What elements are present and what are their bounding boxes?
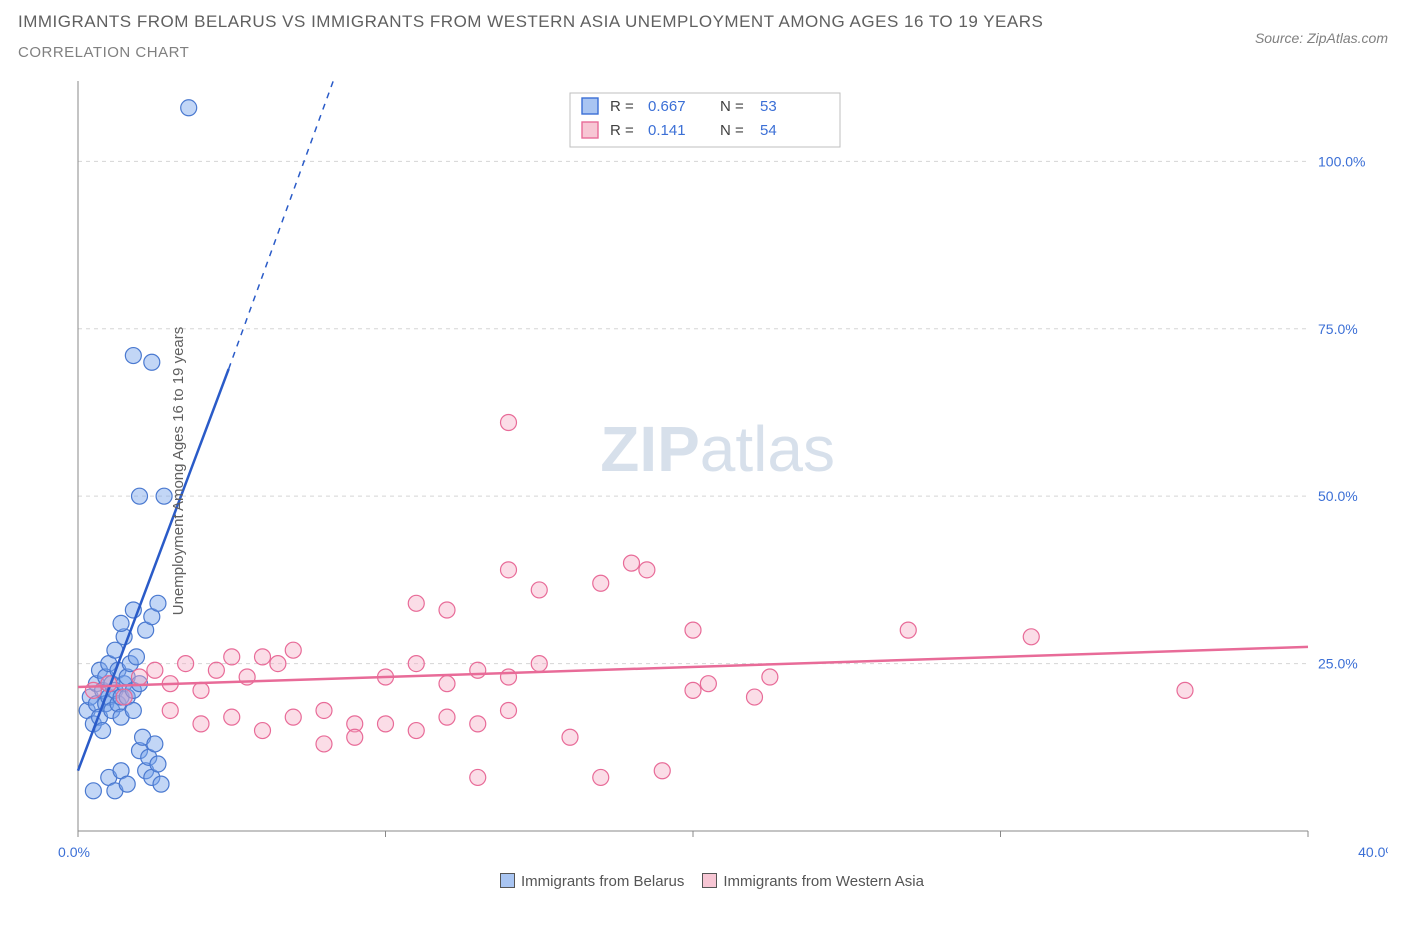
data-point (562, 729, 578, 745)
data-point (593, 769, 609, 785)
legend-swatch (582, 98, 598, 114)
data-point (439, 602, 455, 618)
data-point (285, 709, 301, 725)
source-label: Source: (1255, 30, 1303, 46)
data-point (181, 100, 197, 116)
legend-n-value: 54 (760, 122, 777, 139)
data-point (408, 595, 424, 611)
data-point (347, 729, 363, 745)
data-point (85, 783, 101, 799)
data-point (378, 716, 394, 732)
data-point (270, 656, 286, 672)
legend-r-label: R = (610, 98, 634, 115)
data-point (132, 488, 148, 504)
data-point (700, 676, 716, 692)
data-point (1023, 629, 1039, 645)
data-point (654, 763, 670, 779)
legend-r-value: 0.667 (648, 98, 686, 115)
title-block: IMMIGRANTS FROM BELARUS VS IMMIGRANTS FR… (18, 12, 1043, 61)
data-point (113, 615, 129, 631)
legend-series-label: Immigrants from Western Asia (723, 873, 924, 890)
data-point (531, 656, 547, 672)
legend-series-label: Immigrants from Belarus (521, 873, 684, 890)
legend-n-label: N = (720, 98, 744, 115)
data-point (116, 689, 132, 705)
legend-swatch (500, 873, 515, 888)
data-point (408, 723, 424, 739)
scatter-plot: 25.0% 50.0% 75.0% 100.0% 0.0% 40.0% ZIPatlas R … (18, 71, 1388, 871)
data-point (162, 702, 178, 718)
chart-container: Unemployment Among Ages 16 to 19 years 2… (18, 71, 1388, 871)
data-point (178, 656, 194, 672)
data-point (593, 575, 609, 591)
data-point (408, 656, 424, 672)
data-point (285, 642, 301, 658)
chart-title: IMMIGRANTS FROM BELARUS VS IMMIGRANTS FR… (18, 12, 1043, 32)
data-point (531, 582, 547, 598)
data-point (900, 622, 916, 638)
data-point (193, 716, 209, 732)
source-attribution: Source: ZipAtlas.com (1255, 30, 1388, 46)
x-tick-label: 40.0% (1358, 844, 1388, 860)
data-point (147, 736, 163, 752)
data-point (470, 662, 486, 678)
data-point (470, 716, 486, 732)
data-point (147, 662, 163, 678)
y-tick-label: 75.0% (1318, 321, 1358, 337)
data-point (639, 562, 655, 578)
data-point (95, 723, 111, 739)
legend-r-label: R = (610, 122, 634, 139)
data-point (501, 669, 517, 685)
data-point (1177, 682, 1193, 698)
y-axis-label: Unemployment Among Ages 16 to 19 years (170, 327, 187, 616)
chart-subtitle: CORRELATION CHART (18, 44, 1043, 61)
y-tick-label: 100.0% (1318, 153, 1365, 169)
data-point (624, 555, 640, 571)
data-point (316, 736, 332, 752)
data-point (85, 682, 101, 698)
data-point (255, 723, 271, 739)
bottom-legend: Immigrants from Belarus Immigrants from W… (18, 873, 1388, 890)
data-point (119, 776, 135, 792)
trend-line-belarus-extrapolated (229, 81, 334, 369)
x-tick-label: 0.0% (58, 844, 90, 860)
data-point (150, 756, 166, 772)
legend-n-label: N = (720, 122, 744, 139)
data-point (144, 354, 160, 370)
data-point (685, 622, 701, 638)
y-tick-label: 50.0% (1318, 488, 1358, 504)
data-point (128, 649, 144, 665)
legend-swatch (702, 873, 717, 888)
legend-r-value: 0.141 (648, 122, 686, 139)
data-point (501, 702, 517, 718)
data-point (125, 348, 141, 364)
trend-line-belarus (78, 369, 229, 771)
data-point (439, 676, 455, 692)
legend-swatch (582, 122, 598, 138)
data-point (193, 682, 209, 698)
data-point (255, 649, 271, 665)
data-point (132, 669, 148, 685)
y-tick-label: 25.0% (1318, 656, 1358, 672)
data-point (150, 595, 166, 611)
data-point (501, 562, 517, 578)
data-point (316, 702, 332, 718)
header-row: IMMIGRANTS FROM BELARUS VS IMMIGRANTS FR… (18, 12, 1388, 61)
data-point (153, 776, 169, 792)
watermark: ZIPatlas (600, 413, 835, 485)
data-point (762, 669, 778, 685)
source-name: ZipAtlas.com (1307, 30, 1388, 46)
data-point (685, 682, 701, 698)
data-point (224, 649, 240, 665)
data-point (208, 662, 224, 678)
data-point (439, 709, 455, 725)
data-point (747, 689, 763, 705)
data-point (501, 415, 517, 431)
data-point (470, 769, 486, 785)
legend-n-value: 53 (760, 98, 777, 115)
data-point (224, 709, 240, 725)
